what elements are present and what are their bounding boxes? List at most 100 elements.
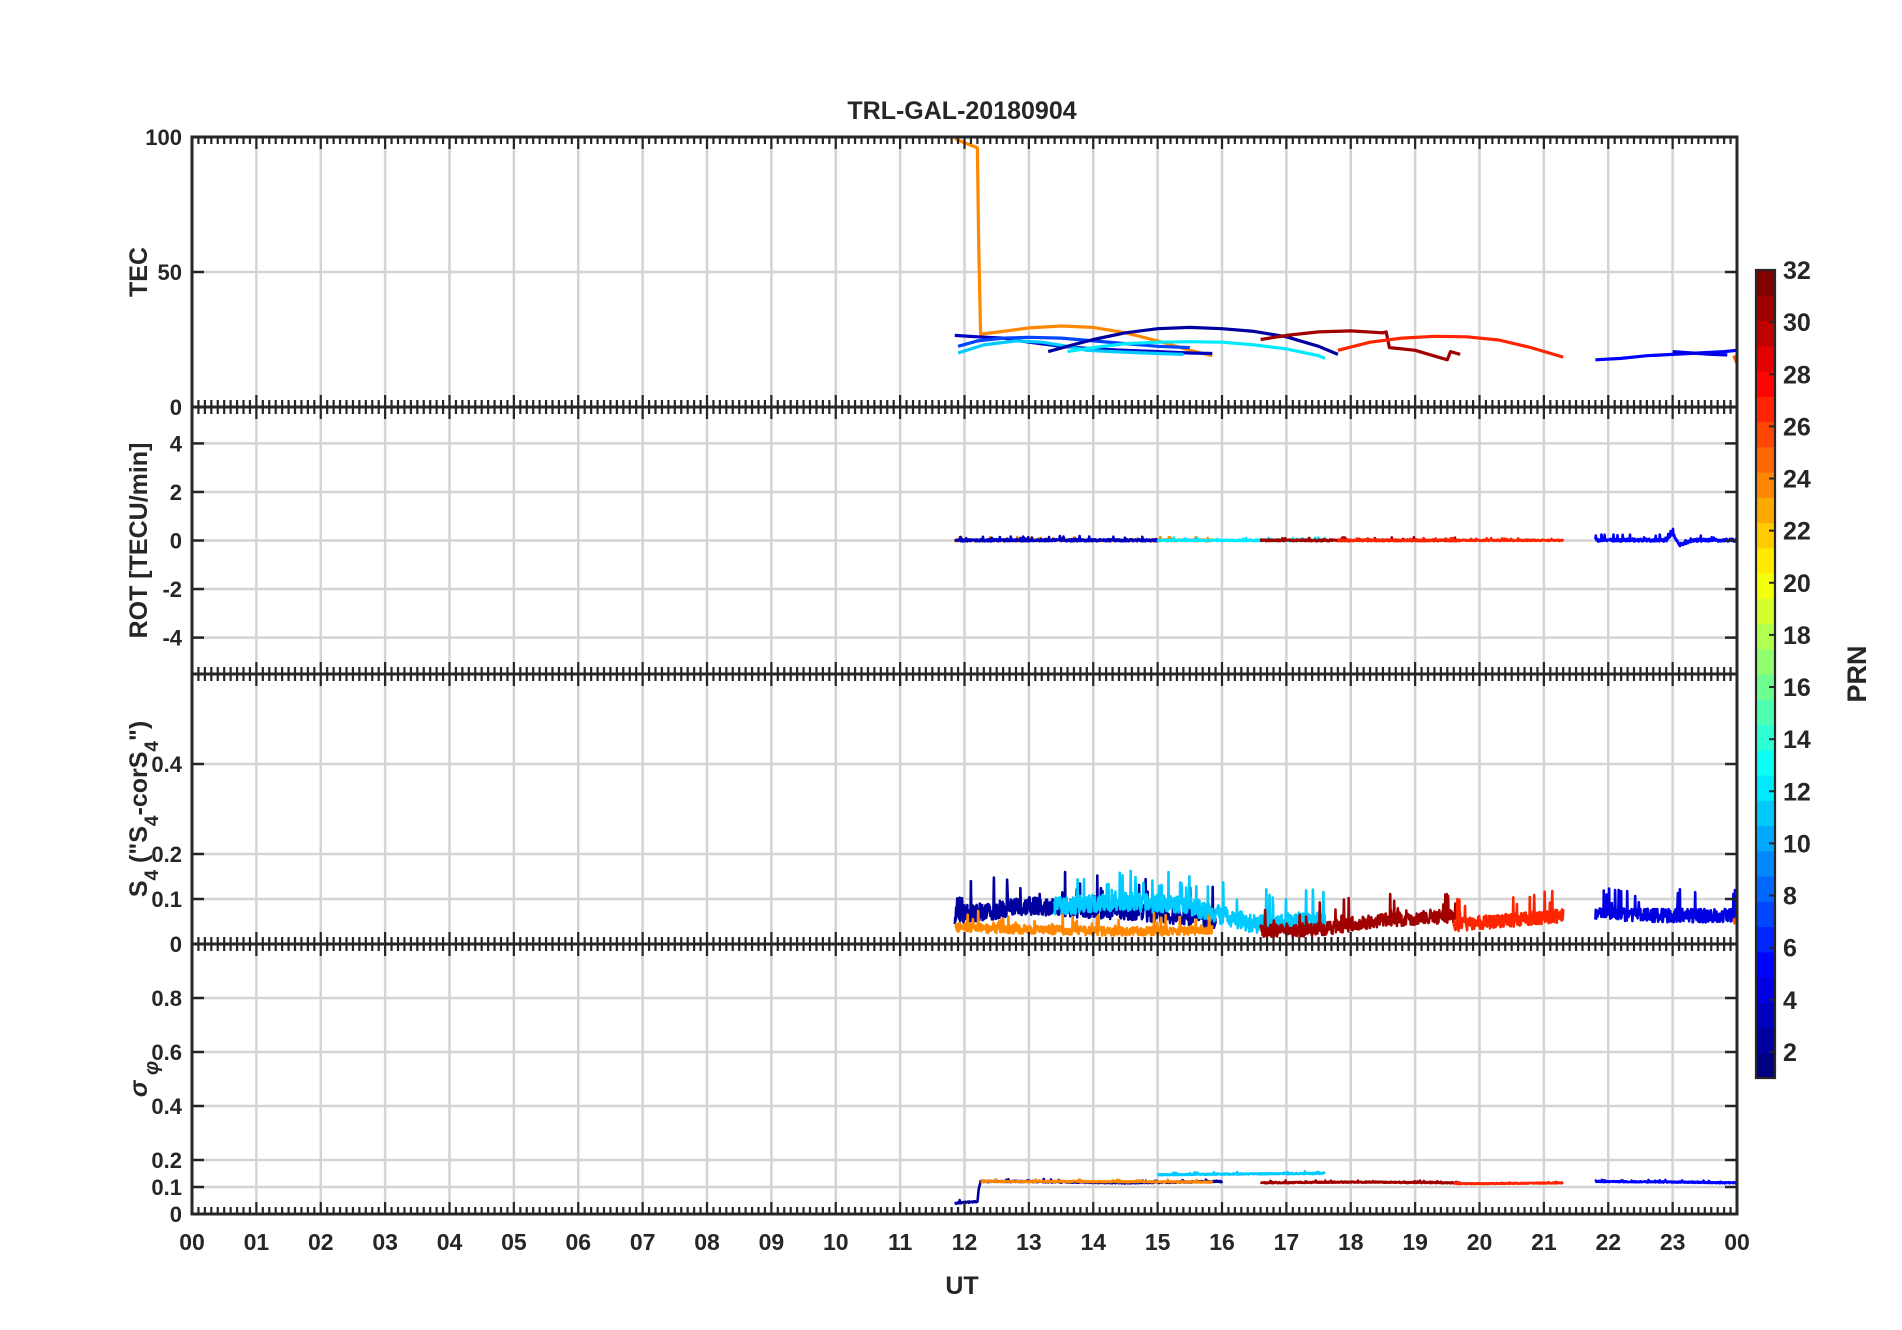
colorbar-frame: [1754, 268, 1777, 1080]
series-prn-5: [1594, 1178, 1737, 1185]
colorbar-swatch: [1756, 674, 1775, 700]
colorbar-tick-label: 14: [1783, 726, 1811, 754]
colorbar-swatch: [1756, 573, 1775, 599]
series-prn-27: [1337, 334, 1564, 359]
colorbar-swatch: [1756, 421, 1775, 448]
y-axis-label-tec: TEC: [125, 247, 153, 297]
x-tick-label: 13: [1016, 1229, 1042, 1255]
x-tick-label: 02: [308, 1229, 334, 1255]
panel-tec-series: [953, 137, 1737, 365]
colorbar-tick-label: 6: [1783, 935, 1797, 963]
colorbar-tick-label: 32: [1783, 257, 1811, 285]
y-tick-label: 0.1: [151, 1175, 182, 1200]
y-tick-label: 0.4: [151, 752, 182, 777]
x-tick-label: 15: [1145, 1229, 1171, 1255]
x-tick-label: 14: [1080, 1229, 1106, 1255]
y-axis-label-sigma_phi: σ φ: [125, 1061, 163, 1097]
y-tick-label: 0: [170, 395, 182, 420]
x-tick-label: 12: [952, 1229, 978, 1255]
colorbar-swatch: [1756, 623, 1775, 650]
x-tick-label: 03: [372, 1229, 398, 1255]
colorbar-swatch: [1756, 396, 1775, 423]
y-tick-label: 0: [170, 932, 182, 957]
colorbar-tick-label: 28: [1783, 361, 1811, 389]
series-prn-4: [1672, 350, 1728, 357]
x-tick-label: 23: [1660, 1229, 1686, 1255]
colorbar-swatch: [1756, 800, 1775, 827]
panel-s4-series: [953, 869, 1737, 939]
x-tick-label: 00: [1724, 1229, 1750, 1255]
x-tick-label: 20: [1467, 1229, 1493, 1255]
colorbar-swatch: [1756, 295, 1775, 322]
colorbar-swatch: [1756, 699, 1775, 726]
colorbar-tick-label: 26: [1783, 413, 1811, 441]
x-tick-label: 18: [1338, 1229, 1364, 1255]
x-tick-label: 07: [630, 1229, 656, 1255]
colorbar-swatch: [1756, 497, 1775, 524]
colorbar-tick-label: 8: [1783, 883, 1797, 911]
x-tick-label: 06: [565, 1229, 591, 1255]
y-tick-label: 0.2: [151, 842, 182, 867]
colorbar-swatch: [1756, 977, 1775, 1003]
x-tick-label: 00: [179, 1229, 205, 1255]
colorbar-swatch: [1756, 724, 1775, 751]
colorbar-swatch: [1756, 320, 1775, 347]
x-tick-label: 17: [1274, 1229, 1300, 1255]
colorbar-swatch: [1756, 371, 1775, 397]
colorbar-swatch: [1756, 1052, 1775, 1079]
panel-tec: 0 50 100 TEC: [125, 125, 1739, 420]
series-prn-11: [1156, 1170, 1327, 1177]
panel-s4: 0 0.1 0.2 0.4S4 ("S4-corS4"): [125, 672, 1739, 957]
y-tick-label: 0.1: [151, 887, 182, 912]
series-prn-24: [979, 1178, 1214, 1184]
series-prn-3: [953, 534, 1159, 543]
y-tick-label: 100: [145, 125, 182, 150]
colorbar-tick-label: 24: [1783, 466, 1811, 494]
y-tick-label: 0.2: [151, 1148, 182, 1173]
colorbar-swatch: [1756, 648, 1775, 675]
colorbar-swatch: [1756, 775, 1775, 801]
series-prn-27: [1452, 1180, 1565, 1186]
x-tick-label: 09: [759, 1229, 785, 1255]
y-axis-label-rot: ROT [TECU/min]: [125, 443, 153, 639]
colorbar-label: PRN: [1842, 645, 1872, 702]
series-prn-4: [1594, 887, 1737, 924]
series-prn-31: [1259, 892, 1462, 939]
series-prn-24: [953, 909, 1214, 937]
colorbar-swatch: [1756, 1027, 1775, 1054]
x-tick-label: 10: [823, 1229, 849, 1255]
colorbar-tick-label: 30: [1783, 309, 1811, 337]
series-prn-27: [1336, 536, 1565, 543]
series-prn-2: [1047, 325, 1339, 356]
y-tick-label: 0.8: [151, 986, 182, 1011]
colorbar-swatch: [1756, 446, 1775, 473]
y-tick-label: -2: [162, 577, 182, 602]
x-tick-label: 08: [694, 1229, 720, 1255]
colorbar-tick-label: 20: [1783, 570, 1811, 598]
series-prn-31: [1260, 329, 1461, 362]
y-tick-label: 0: [170, 1202, 182, 1227]
y-tick-label: 0: [170, 529, 182, 554]
colorbar-tick-label: 12: [1783, 778, 1811, 806]
x-tick-label: 01: [244, 1229, 270, 1255]
x-axis-label: UT: [945, 1272, 978, 1300]
series-prn-7: [957, 335, 1190, 350]
y-tick-label: 4: [170, 431, 183, 456]
panel-rot: -4 -2 0 2 4 ROT [TECU/min]: [125, 405, 1739, 676]
x-tick-label: 04: [437, 1229, 463, 1255]
panel-sigma_phi: 00.10.2 0.4 0.6 0.8 σ φ 00 01 02 03 04 05 06 07 08 09 1…: [125, 942, 1750, 1255]
y-tick-label: 50: [158, 260, 182, 285]
colorbar-swatch: [1756, 1002, 1775, 1029]
series-prn-12: [1067, 340, 1326, 360]
colorbar-tick-label: 4: [1783, 987, 1797, 1015]
series-prn-5: [1594, 527, 1737, 548]
colorbar-swatch: [1756, 951, 1775, 978]
colorbar-swatch: [1756, 547, 1775, 574]
x-tick-label: 05: [501, 1229, 527, 1255]
x-tick-label: 16: [1209, 1229, 1235, 1255]
x-tick-label: 21: [1531, 1229, 1557, 1255]
colorbar-swatch: [1756, 901, 1775, 928]
colorbar-swatch: [1756, 598, 1775, 625]
y-tick-label: 0.6: [151, 1040, 182, 1065]
